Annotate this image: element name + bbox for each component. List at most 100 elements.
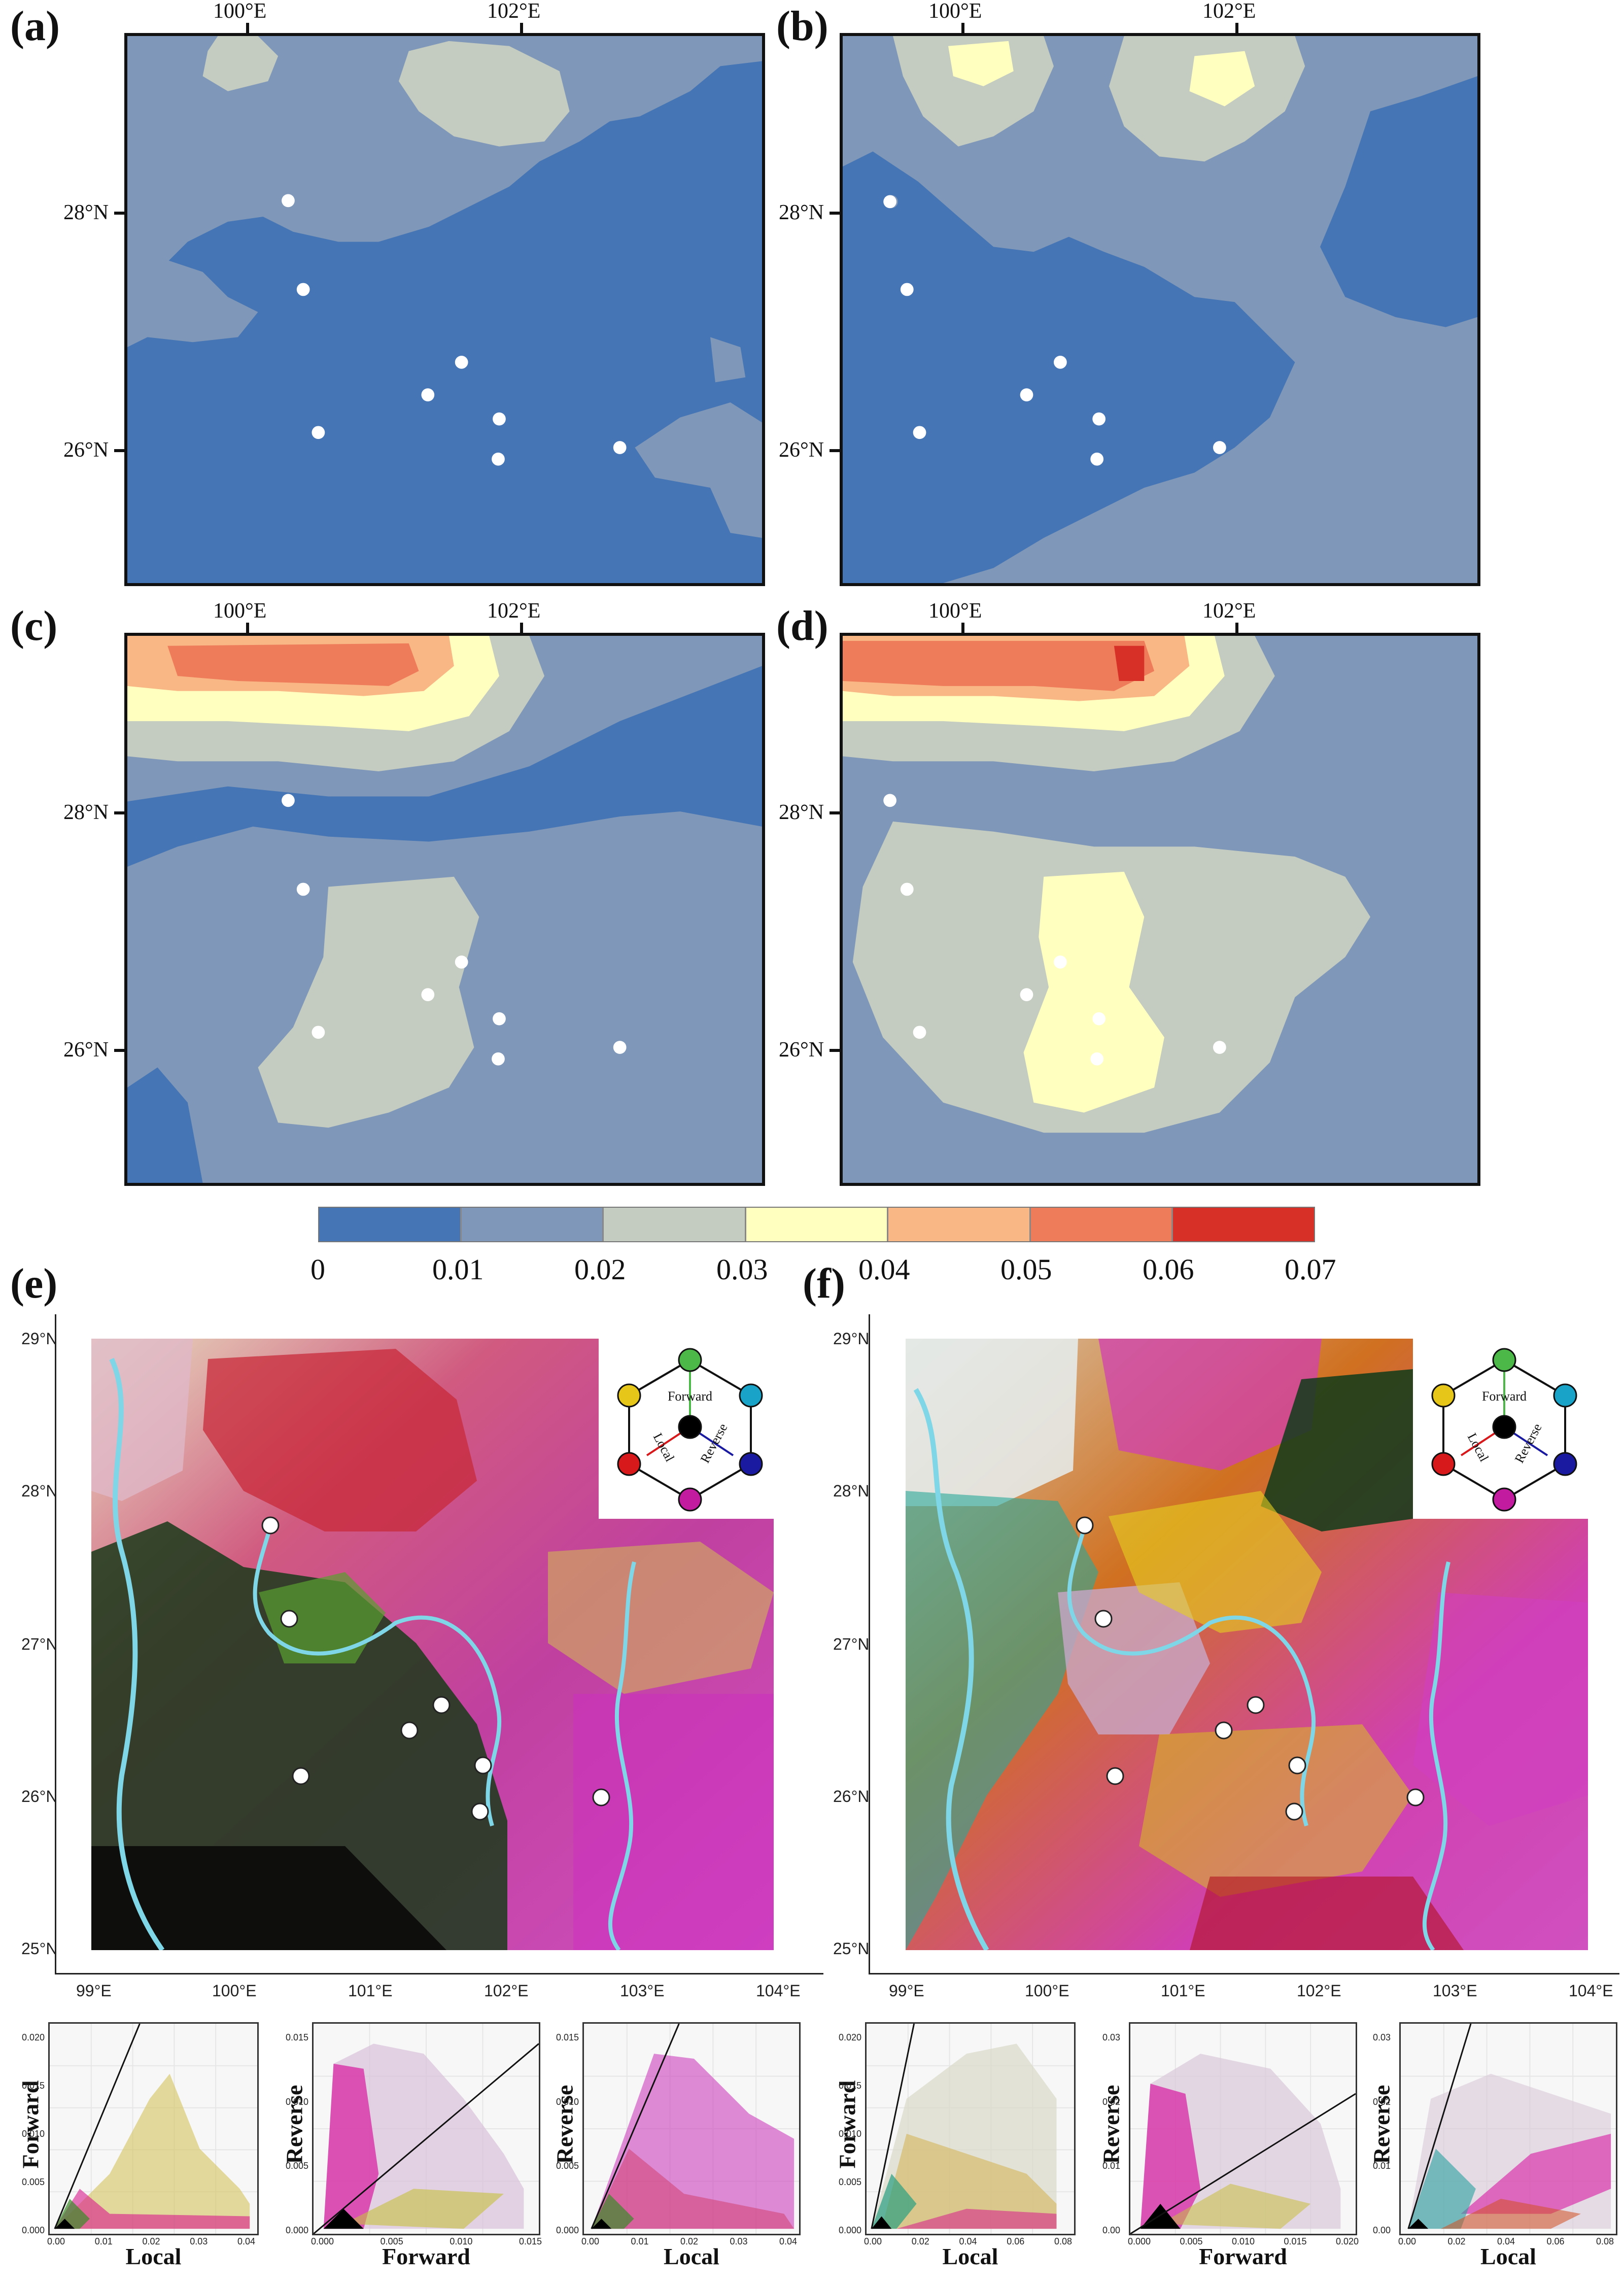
lat-tick-f-2: 28°N [833, 1482, 870, 1500]
scatter-f2-xtick: 0.005 [1180, 2236, 1203, 2246]
tick-lon-c-2 [520, 623, 523, 634]
scatter-f1-ytick: 0.000 [839, 2225, 862, 2235]
legend-node-reverse [739, 1452, 763, 1476]
scatter-e1-xtick: 0.04 [237, 2236, 256, 2246]
scatter-e3-ytick: 0.010 [556, 2096, 579, 2107]
legend-node-magenta [1492, 1487, 1516, 1512]
scatter-e1-ytick: 0.020 [22, 2032, 45, 2042]
scatter-f3-xtick: 0.08 [1596, 2236, 1614, 2246]
map-panel-a [124, 33, 765, 586]
scatter-e1-xtick: 0.02 [142, 2236, 160, 2246]
colorbar-bin-5 [888, 1208, 1031, 1241]
scatter-e-local-reverse [582, 2022, 801, 2235]
scatter-e3-xtick: 0.02 [680, 2236, 699, 2246]
scatter-e1-ytick: 0.000 [22, 2225, 45, 2235]
legend-node-forward [678, 1348, 702, 1372]
scatter-e1-ytick: 0.010 [22, 2129, 45, 2139]
lon-tick-e-1: 99°E [76, 1982, 112, 2000]
legend-node-reverse [1553, 1452, 1577, 1476]
legend-local-text: Local [1465, 1430, 1492, 1464]
legend-node-local [617, 1452, 641, 1476]
lat-label-b-2: 26°N [779, 438, 824, 462]
panel-label-c: (c) [10, 602, 58, 650]
legend-local-text: Local [650, 1430, 677, 1464]
colorbar-label-0: 0 [310, 1253, 325, 1286]
tick-lon-a-2 [520, 23, 523, 34]
lon-tick-f-5: 103°E [1433, 1982, 1477, 2000]
scatter-e-forward-reverse [312, 2022, 540, 2235]
tick-lat-a-2 [114, 449, 125, 452]
scatter-e2-ytick: 0.005 [286, 2161, 309, 2171]
scatter-f3-ytick: 0.00 [1373, 2225, 1391, 2235]
colorbar-label-6: 0.06 [1143, 1253, 1194, 1286]
axis-y-f [869, 1314, 870, 1974]
legend-forward-text: Forward [668, 1389, 712, 1404]
lat-tick-f-5: 25°N [833, 1939, 870, 1958]
lon-label-c-2: 102°E [487, 599, 541, 623]
scatter-f3-ytick: 0.02 [1373, 2096, 1391, 2107]
colorbar-label-7: 0.07 [1285, 1253, 1336, 1286]
lon-tick-e-4: 102°E [484, 1982, 529, 2000]
scatter-f1-xtick: 0.08 [1054, 2236, 1073, 2246]
colorbar-label-3: 0.03 [716, 1253, 768, 1286]
scatter-e1-ytick: 0.015 [22, 2081, 45, 2091]
rgb-map-f [906, 1339, 1588, 1950]
lon-tick-e-2: 100°E [212, 1982, 257, 2000]
colorbar-bin-2 [461, 1208, 604, 1241]
map-panel-d [840, 633, 1480, 1186]
scatter-f3-ytick: 0.01 [1373, 2161, 1391, 2171]
lat-label-a-2: 26°N [63, 438, 109, 462]
scatter-f-local-reverse [1399, 2022, 1617, 2235]
legend-node-center [1492, 1415, 1516, 1439]
lat-tick-e-2: 28°N [21, 1482, 58, 1500]
scatter-f1-ytick: 0.015 [839, 2081, 862, 2091]
scatter-f2-ytick: 0.03 [1102, 2032, 1121, 2042]
scatter-e1-xtick: 0.01 [94, 2236, 113, 2246]
scatter-f-local-forward [865, 2022, 1076, 2235]
tick-lon-b-1 [961, 23, 964, 34]
tick-lat-a-1 [114, 212, 125, 215]
scatter-e3-xtick: 0.01 [631, 2236, 649, 2246]
tick-lat-d-2 [830, 1049, 841, 1052]
scatter-e2-xtick: 0.015 [519, 2236, 542, 2246]
scatter-f3-xtick: 0.04 [1497, 2236, 1515, 2246]
scatter-f2-ytick: 0.01 [1102, 2161, 1121, 2171]
legend-node-magenta [678, 1487, 702, 1512]
lon-tick-e-3: 101°E [348, 1982, 393, 2000]
lon-tick-f-3: 101°E [1161, 1982, 1205, 2000]
scatter-e2-xlabel: Forward [382, 2243, 470, 2269]
scatter-f1-ylabel: Forward [834, 2080, 860, 2169]
lat-label-c-1: 28°N [63, 801, 109, 824]
scatter-f1-ytick: 0.005 [839, 2177, 862, 2187]
scatter-f2-xlabel: Forward [1199, 2243, 1287, 2269]
colorbar [318, 1207, 1315, 1242]
rgb-legend-f: Forward Local Reverse [1421, 1340, 1588, 1517]
colorbar-label-2: 0.02 [574, 1253, 626, 1286]
scatter-e1-xlabel: Local [125, 2243, 182, 2269]
scatter-e3-xtick: 0.00 [581, 2236, 600, 2246]
lat-label-d-1: 28°N [779, 801, 824, 824]
tick-lat-c-1 [114, 811, 125, 814]
scatter-e3-ytick: 0.000 [556, 2225, 579, 2235]
lon-tick-e-5: 103°E [620, 1982, 665, 2000]
scatter-e2-ytick: 0.010 [286, 2096, 309, 2107]
scatter-e3-ytick: 0.005 [556, 2161, 579, 2171]
lat-tick-f-4: 26°N [833, 1787, 870, 1806]
lat-tick-f-3: 27°N [833, 1635, 870, 1653]
scatter-e2-ytick: 0.000 [286, 2225, 309, 2235]
colorbar-label-5: 0.05 [1000, 1253, 1052, 1286]
scatter-f1-xtick: 0.06 [1007, 2236, 1025, 2246]
lon-tick-f-6: 104°E [1569, 1982, 1613, 2000]
scatter-f2-xtick: 0.000 [1128, 2236, 1151, 2246]
scatter-e3-ytick: 0.015 [556, 2032, 579, 2042]
scatter-f2-xtick: 0.010 [1232, 2236, 1255, 2246]
scatter-f3-xtick: 0.00 [1398, 2236, 1416, 2246]
scatter-f1-ytick: 0.010 [839, 2129, 862, 2139]
colorbar-bin-6 [1030, 1208, 1173, 1241]
scatter-f3-xtick: 0.06 [1546, 2236, 1565, 2246]
lat-label-d-2: 26°N [779, 1038, 824, 1062]
scatter-e1-ytick: 0.005 [22, 2177, 45, 2187]
tick-lat-b-2 [830, 449, 841, 452]
legend-node-yellow [1431, 1383, 1456, 1408]
scatter-f1-xtick: 0.04 [959, 2236, 977, 2246]
